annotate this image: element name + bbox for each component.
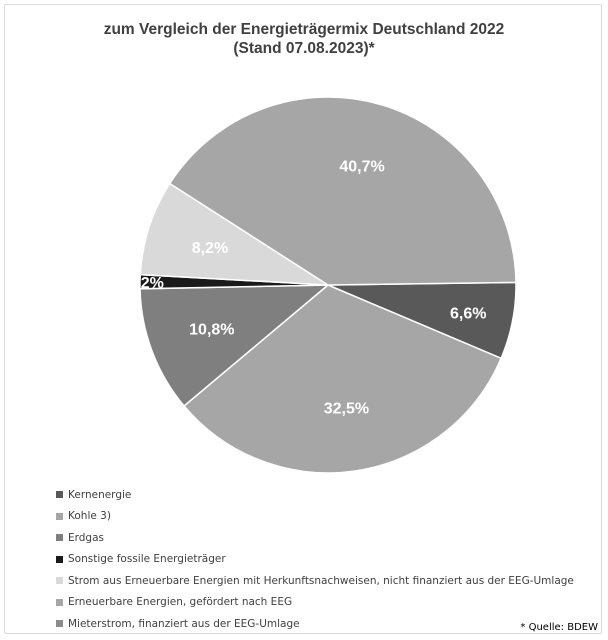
legend-label: Strom aus Erneuerbare Energien mit Herku… <box>68 574 574 587</box>
legend-swatch <box>56 598 63 606</box>
pie-data-label: 6,6% <box>450 305 486 322</box>
pie-data-label: 10,8% <box>189 322 234 339</box>
legend-swatch <box>56 577 63 585</box>
chart-title-line-2: (Stand 07.08.2023)* <box>233 40 375 57</box>
pie-slice <box>183 284 503 474</box>
legend-swatch <box>56 512 63 520</box>
legend-swatch <box>56 534 63 542</box>
source-note: * Quelle: BDEW <box>520 622 598 633</box>
chart-title-line-1: zum Vergleich der Energieträgermix Deuts… <box>103 21 505 38</box>
legend-swatch <box>56 555 63 563</box>
pie-data-label: 40,7% <box>339 159 384 176</box>
pie-data-label: 32,5% <box>324 401 369 418</box>
legend-label: Kohle 3) <box>68 510 111 523</box>
pie-slice <box>139 182 331 286</box>
legend-label: Sonstige fossile Energieträger <box>68 553 226 566</box>
legend-label: Erdgas <box>68 531 105 544</box>
chart-legend: Kernenergie Kohle 3) Erdgas Sonstige fossil… <box>56 484 574 635</box>
pie-data-label: 8,2% <box>192 240 228 257</box>
legend-item: Erneuerbare Energien, gefördert nach EEG <box>56 592 574 614</box>
legend-item: Erdgas <box>56 527 574 549</box>
legend-swatch <box>56 620 63 628</box>
legend-item: Kohle 3) <box>56 506 574 528</box>
legend-label: Erneuerbare Energien, gefördert nach EEG <box>68 596 293 609</box>
legend-item: Mieterstrom, finanziert aus der EEG-Umla… <box>56 613 574 635</box>
pie-slice <box>139 284 331 408</box>
legend-item: Kernenergie <box>56 484 574 506</box>
legend-swatch <box>56 491 63 499</box>
pie-data-label: 1,2% <box>127 275 163 292</box>
pie-chart: 6,6% 32,5% 10,8% 1,2% 8,2% 40,7% <box>127 96 517 474</box>
legend-label: Kernenergie <box>68 488 132 501</box>
legend-item: Strom aus Erneuerbare Energien mit Herku… <box>56 570 574 592</box>
legend-label: Mieterstrom, finanziert aus der EEG-Umla… <box>68 617 300 630</box>
chart-title: zum Vergleich der Energieträgermix Deuts… <box>0 20 608 58</box>
legend-item: Sonstige fossile Energieträger <box>56 549 574 571</box>
pie-slice <box>168 96 517 286</box>
